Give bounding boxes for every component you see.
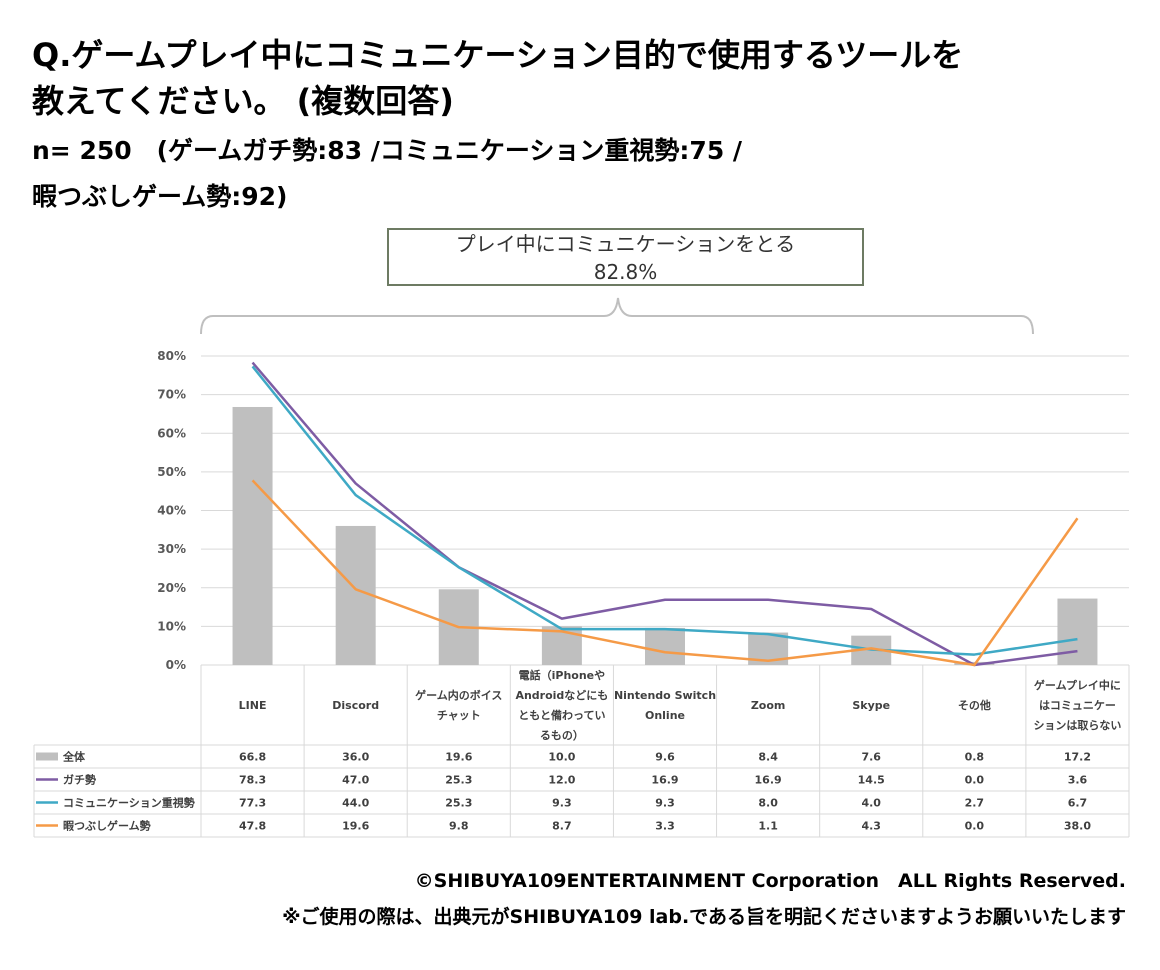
series-line bbox=[251, 361, 1078, 667]
callout-label: プレイ中にコミュニケーションをとる bbox=[455, 232, 796, 256]
table-cell-value: 6.7 bbox=[1068, 797, 1088, 810]
table-cell-value: 36.0 bbox=[342, 751, 369, 764]
table-cell-value: 17.2 bbox=[1064, 751, 1091, 764]
table-cell-value: 8.0 bbox=[758, 797, 778, 810]
sample-size-line1: n= 250 (ゲームガチ勢:83 /コミュニケーション重視勢:75 / bbox=[32, 136, 743, 165]
usage-note: ※ご使用の際は、出典元がSHIBUYA109 lab.である旨を明記くださいます… bbox=[282, 906, 1126, 928]
y-tick-label: 20% bbox=[157, 581, 186, 595]
combo-chart: 0% 10% 20% 30% 40% 50% 60% 70% 80% LINE Discord ゲー… bbox=[33, 297, 1130, 838]
table-cell-value: 8.4 bbox=[758, 751, 778, 764]
series-line bbox=[251, 479, 1079, 667]
table-cell-value: 19.6 bbox=[342, 820, 369, 833]
category-label: Androidなどにも bbox=[515, 689, 608, 702]
category-label: Skype bbox=[852, 699, 890, 712]
table-cell-value: 66.8 bbox=[239, 751, 266, 764]
category-label: LINE bbox=[239, 699, 267, 712]
table-cell-value: 38.0 bbox=[1064, 820, 1091, 833]
category-label: チャット bbox=[437, 709, 481, 722]
category-label: ゲームプレイ中に bbox=[1034, 678, 1121, 692]
table-cell-value: 19.6 bbox=[445, 751, 472, 764]
line-series bbox=[251, 361, 1079, 667]
callout-brace bbox=[200, 297, 1034, 335]
table-cell-value: 12.0 bbox=[548, 774, 575, 787]
y-tick-label: 30% bbox=[157, 542, 186, 556]
y-tick-label: 50% bbox=[157, 465, 186, 479]
question-title: Q.ゲームプレイ中にコミュニケーション目的で使用するツールを 教えてください。 … bbox=[32, 32, 1142, 124]
table-cell-value: 9.8 bbox=[449, 820, 469, 833]
legend-series-name: 全体 bbox=[62, 750, 86, 764]
table-cell-value: 9.3 bbox=[655, 797, 675, 810]
category-label: ゲーム内のボイス bbox=[415, 688, 502, 702]
category-label: Zoom bbox=[751, 699, 786, 712]
table-cell-value: 47.0 bbox=[342, 774, 369, 787]
bar bbox=[1057, 598, 1098, 665]
sample-size: n= 250 (ゲームガチ勢:83 /コミュニケーション重視勢:75 / 暇つぶ… bbox=[32, 128, 1132, 220]
bar bbox=[645, 627, 685, 665]
y-tick-label: 0% bbox=[166, 658, 186, 672]
table-cell-value: 8.7 bbox=[552, 820, 572, 833]
table-cell-value: 1.1 bbox=[758, 820, 778, 833]
table-cell-value: 47.8 bbox=[239, 820, 266, 833]
brace-path bbox=[200, 297, 1034, 335]
y-tick-label: 80% bbox=[157, 349, 186, 363]
sample-size-line2: 暇つぶしゲーム勢:92) bbox=[32, 182, 288, 211]
table-cell-value: 10.0 bbox=[548, 751, 575, 764]
table-cell-value: 0.0 bbox=[965, 820, 985, 833]
table-cell-value: 25.3 bbox=[445, 797, 472, 810]
table-cell-value: 25.3 bbox=[445, 774, 472, 787]
legend-key-bar bbox=[36, 752, 58, 761]
question-title-line2: 教えてください。 (複数回答) bbox=[32, 82, 454, 120]
legend-series-name: 暇つぶしゲーム勢 bbox=[63, 819, 151, 833]
category-label: Online bbox=[645, 709, 685, 722]
table-cell-value: 44.0 bbox=[342, 797, 369, 810]
y-tick-label: 70% bbox=[157, 388, 186, 402]
table-cell-value: 9.6 bbox=[655, 751, 675, 764]
table-cell-value: 77.3 bbox=[239, 797, 266, 810]
question-title-line1: Q.ゲームプレイ中にコミュニケーション目的で使用するツールを bbox=[32, 36, 964, 74]
legend-series-name: コミュニケーション重視勢 bbox=[63, 796, 195, 810]
table-cell-value: 7.6 bbox=[861, 751, 881, 764]
table-cell-value: 3.3 bbox=[655, 820, 675, 833]
y-tick-label: 40% bbox=[157, 504, 186, 518]
y-tick-label: 60% bbox=[157, 426, 186, 440]
category-label: Discord bbox=[332, 699, 379, 712]
table-cell-value: 2.7 bbox=[965, 797, 985, 810]
table-cell-value: 14.5 bbox=[858, 774, 885, 787]
table-cell-value: 16.9 bbox=[755, 774, 782, 787]
y-axis-ticks: 0% 10% 20% 30% 40% 50% 60% 70% 80% bbox=[157, 349, 186, 672]
table-cell-value: 0.0 bbox=[965, 774, 985, 787]
bar bbox=[541, 626, 582, 665]
bar bbox=[232, 406, 273, 665]
callout-value: 82.8% bbox=[593, 260, 658, 284]
callout-box: プレイ中にコミュニケーションをとる 82.8% bbox=[387, 228, 864, 286]
table-cell-value: 3.6 bbox=[1068, 774, 1088, 787]
category-label: はコミュニケー bbox=[1039, 699, 1116, 712]
copyright-text: ©SHIBUYA109ENTERTAINMENT Corporation ALL… bbox=[414, 870, 1126, 892]
legend-series-name: ガチ勢 bbox=[63, 773, 96, 787]
y-tick-label: 10% bbox=[157, 619, 186, 633]
category-label: ともと備わってい bbox=[518, 708, 605, 722]
category-label: その他 bbox=[958, 698, 991, 712]
category-label: ションは取らない bbox=[1033, 719, 1121, 732]
category-label: Nintendo Switch bbox=[614, 689, 716, 702]
category-label: るもの） bbox=[540, 729, 584, 742]
table-cell-value: 4.0 bbox=[861, 797, 881, 810]
series-line bbox=[251, 365, 1078, 656]
table-cell-value: 16.9 bbox=[651, 774, 678, 787]
table-cell-value: 78.3 bbox=[239, 774, 266, 787]
table-cell-value: 9.3 bbox=[552, 797, 572, 810]
table-cell-value: 4.3 bbox=[861, 820, 881, 833]
table-cell-value: 0.8 bbox=[965, 751, 985, 764]
category-label: 電話（iPhoneや bbox=[519, 668, 606, 682]
